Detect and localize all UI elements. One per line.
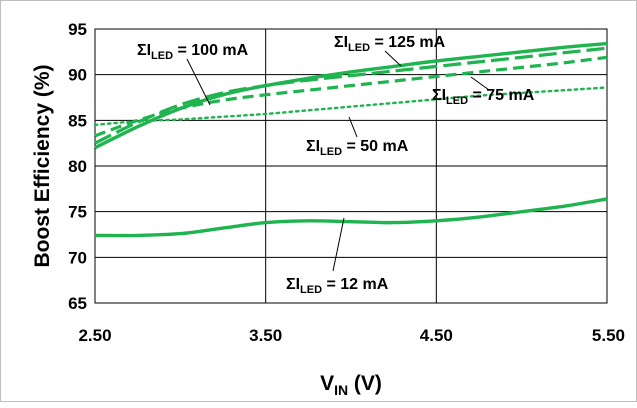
annotation-125ma-post: = 125 mA: [370, 34, 446, 51]
y-tick-label: 65: [68, 294, 87, 313]
leader-50ma: [348, 116, 358, 138]
plot-area-frame: [94, 28, 608, 304]
y-tick-label: 85: [68, 111, 87, 130]
chart-grid: [94, 28, 608, 304]
x-axis-title: VIN (V): [320, 372, 382, 398]
annotation-100ma-sub: LED: [151, 50, 173, 62]
y-tick-label: 80: [68, 157, 87, 176]
x-tick-label: 3.50: [249, 326, 282, 345]
series-lines: [93, 41, 609, 238]
annotation-50ma-pre: ΣI: [306, 138, 320, 155]
annotation-12ma-sub: LED: [300, 284, 322, 296]
x-tick-label: 4.50: [420, 326, 453, 345]
x-tick-label: 2.50: [78, 326, 111, 345]
leader-125ma: [384, 50, 402, 67]
annotation-75ma: ΣILED = 75 mA: [432, 87, 535, 107]
series-line-75ma: [94, 55, 608, 138]
x-axis-title-main: V: [320, 372, 334, 395]
y-axis-tick-labels: 65 70 75 80 85 90 95: [68, 20, 87, 313]
annotation-leader-lines: [186, 50, 490, 272]
leader-100ma: [186, 58, 211, 106]
leader-75ma: [470, 76, 490, 91]
series-line-100ma: [94, 46, 608, 145]
annotation-12ma-pre: ΣI: [286, 276, 300, 293]
annotation-125ma-pre: ΣI: [334, 34, 348, 51]
annotation-125ma-sub: LED: [348, 42, 370, 54]
annotation-50ma: ΣILED = 50 mA: [306, 138, 409, 158]
y-tick-label: 90: [68, 66, 87, 85]
annotation-100ma-pre: ΣI: [137, 42, 151, 59]
leader-12ma: [332, 217, 345, 272]
series-line-50ma: [93, 86, 609, 127]
x-axis-title-unit: (V): [348, 372, 382, 395]
y-tick-label: 95: [68, 20, 87, 39]
annotation-75ma-pre: ΣI: [432, 87, 446, 104]
series-line-12ma: [94, 197, 608, 238]
annotation-50ma-post: = 50 mA: [342, 138, 409, 155]
annotation-100ma: ΣILED = 100 mA: [137, 42, 249, 62]
y-axis-title: Boost Efficiency (%): [31, 64, 54, 267]
y-tick-label: 70: [68, 248, 87, 267]
annotation-75ma-sub: LED: [446, 95, 468, 107]
y-tick-label: 75: [68, 203, 87, 222]
annotation-100ma-post: = 100 mA: [173, 42, 249, 59]
annotation-12ma-post: = 12 mA: [322, 276, 389, 293]
x-tick-label: 5.50: [592, 326, 625, 345]
annotation-50ma-sub: LED: [320, 146, 342, 158]
annotation-125ma: ΣILED = 125 mA: [334, 34, 446, 54]
x-axis-title-sub: IN: [334, 382, 348, 398]
annotation-12ma: ΣILED = 12 mA: [286, 276, 389, 296]
annotation-75ma-post: = 75 mA: [468, 87, 535, 104]
x-axis-tick-labels: 2.50 3.50 4.50 5.50: [78, 326, 625, 345]
